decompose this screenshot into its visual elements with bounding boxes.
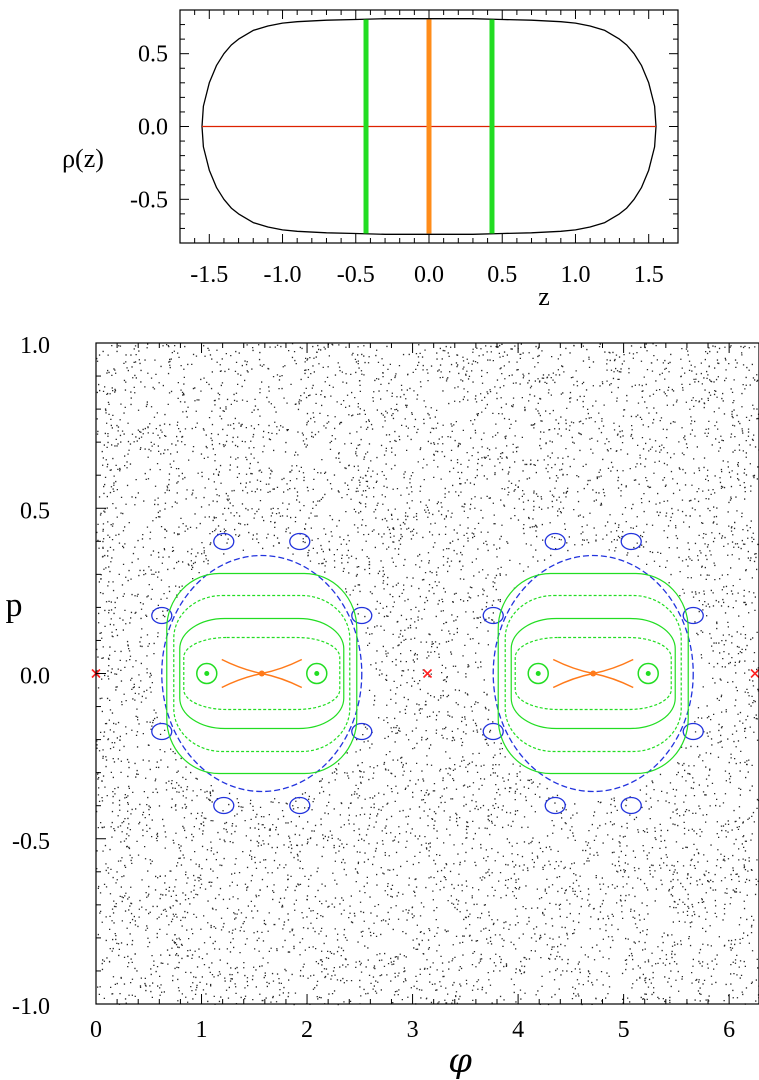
satellite-island-1	[620, 532, 642, 551]
kam-torus-2	[510, 617, 676, 730]
kam-torus-1	[173, 594, 351, 753]
x-tick-label: 1	[196, 1017, 208, 1043]
y-tick-label: -0.5	[12, 829, 50, 855]
kam-torus-0	[497, 572, 689, 775]
satellite-island-3	[289, 796, 311, 815]
x-tick-label: 2	[301, 1017, 313, 1043]
elliptic-point-0	[204, 671, 210, 676]
satellite-island-5	[351, 606, 373, 625]
outer-invariant-curve	[492, 554, 694, 793]
hyperbolic-center-point	[590, 670, 597, 677]
satellite-island-2	[544, 796, 566, 815]
x-tick-label: 6	[723, 1017, 735, 1043]
x-tick-label: 1.5	[634, 262, 664, 288]
satellite-island-3	[620, 796, 642, 815]
y-tick-label: 0.5	[20, 498, 50, 524]
x-tick-label: 1.0	[560, 262, 590, 288]
poincare-section-chart: 0 1 2 3 4 5 6 -1.0 -0.5 0.0 0.5 1.0 φ p	[6, 333, 759, 1080]
hyperbolic-center-point	[258, 670, 265, 677]
y-tick-label: 0.0	[20, 664, 50, 690]
kam-torus-0	[166, 572, 358, 775]
elliptic-point-1	[645, 671, 651, 676]
x-tick-label: 0.5	[487, 262, 517, 288]
satellite-island-0	[213, 532, 235, 551]
kam-torus-1	[504, 594, 682, 753]
y-axis-label: p	[6, 587, 23, 624]
y-tick-label: -0.5	[130, 187, 168, 213]
x-tick-label: 0	[90, 1017, 102, 1043]
kam-torus-2	[179, 617, 345, 730]
y-tick-label: -1.0	[12, 994, 50, 1020]
hyperbolic-point-marker-2	[750, 668, 759, 679]
satellite-island-1	[289, 532, 311, 551]
satellite-island-6	[151, 722, 173, 741]
elliptic-point-0	[535, 671, 541, 676]
island-chain-0	[151, 532, 373, 815]
satellite-island-5	[682, 606, 704, 625]
kam-torus-3	[183, 636, 341, 711]
satellite-island-4	[151, 606, 173, 625]
x-axis-label: z	[538, 282, 550, 311]
satellite-island-6	[482, 722, 504, 741]
rho-profile-chart: -1.5 -1.0 -0.5 0.0 0.5 1.0 1.5 -0.5 0.0 0.5 z ρ(z)	[62, 9, 679, 311]
hyperbolic-point-marker-1	[422, 668, 433, 679]
y-axis-label: ρ(z)	[62, 144, 104, 173]
x-tick-label: 4	[512, 1017, 524, 1043]
kam-torus-3	[514, 636, 672, 711]
island-chain-1	[482, 532, 704, 815]
x-tick-label: -0.5	[337, 262, 375, 288]
satellite-island-0	[544, 532, 566, 551]
satellite-island-7	[351, 722, 373, 741]
x-axis-label: φ	[448, 1041, 472, 1080]
x-tick-label: 0.0	[414, 262, 444, 288]
elliptic-point-1	[314, 671, 320, 676]
outer-invariant-curve	[161, 554, 363, 793]
elliptic-orbit-0	[196, 662, 218, 685]
satellite-island-7	[682, 722, 704, 741]
elliptic-orbit-0	[527, 662, 549, 685]
elliptic-orbit-1	[637, 662, 659, 685]
x-tick-label: -1.5	[190, 262, 228, 288]
y-tick-label: 0.0	[138, 115, 168, 141]
y-tick-label: 1.0	[20, 333, 50, 359]
elliptic-orbit-1	[306, 662, 328, 685]
satellite-island-4	[482, 606, 504, 625]
x-tick-label: 5	[618, 1017, 630, 1043]
satellite-island-2	[213, 796, 235, 815]
x-tick-label: -1.0	[264, 262, 302, 288]
y-tick-label: 0.5	[138, 42, 168, 68]
x-tick-label: 3	[407, 1017, 419, 1043]
